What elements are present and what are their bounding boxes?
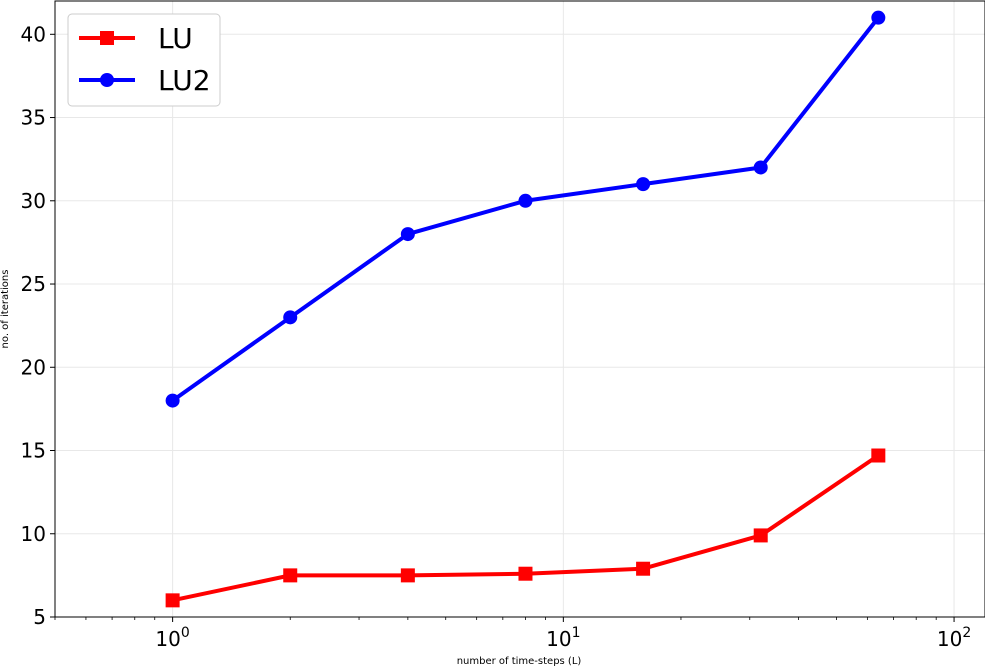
y-tick-label: 10 [21, 522, 46, 546]
data-point-LU [400, 568, 415, 583]
data-point-LU2 [283, 310, 298, 325]
y-tick-label: 25 [21, 272, 46, 296]
data-point-LU2 [871, 10, 886, 25]
data-point-LU2 [753, 160, 768, 175]
legend-item-LU: LU [79, 22, 193, 55]
axis-ticks: 5 10 15 20 25 30 35 40 100 101 102 [21, 22, 972, 651]
y-tick-label: 15 [21, 439, 46, 463]
series-layer [165, 10, 886, 608]
y-axis-label: no. of iterations [0, 270, 11, 349]
data-point-LU [753, 528, 768, 543]
data-point-LU [636, 561, 651, 576]
legend-label-LU2: LU2 [158, 64, 211, 97]
data-point-LU [518, 566, 533, 581]
y-tick-label: 40 [21, 22, 46, 46]
data-point-LU2 [165, 393, 180, 408]
x-tick-label: 102 [937, 625, 971, 651]
series-line-LU2 [171, 16, 880, 403]
data-point-LU [871, 448, 886, 463]
y-tick-label: 20 [21, 355, 46, 379]
data-point-LU [283, 568, 298, 583]
data-point-LU2 [400, 227, 415, 242]
y-tick-label: 35 [21, 106, 46, 130]
legend-label-LU: LU [158, 22, 193, 55]
data-point-LU2 [636, 177, 651, 192]
legend-marker-LU [100, 31, 114, 45]
y-tick-label: 5 [33, 605, 46, 629]
y-tick-label: 30 [21, 189, 46, 213]
plot-area-frame [54, 0, 985, 618]
legend: LU LU2 [67, 13, 221, 107]
data-point-LU2 [518, 193, 533, 208]
series-LU [165, 448, 886, 608]
x-axis-label: number of time-steps (L) [457, 656, 582, 667]
series-LU2 [165, 10, 886, 408]
x-tick-label: 100 [155, 625, 189, 651]
x-tick-label: 101 [546, 625, 580, 651]
legend-marker-LU2 [100, 73, 114, 87]
legend-item-LU2: LU2 [79, 64, 211, 97]
data-point-LU [165, 593, 180, 608]
